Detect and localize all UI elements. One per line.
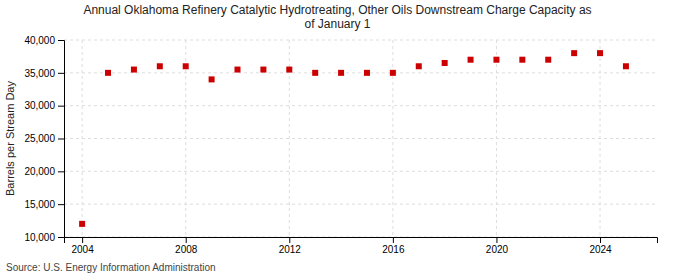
- tick: 25,000: [24, 133, 64, 144]
- point: [442, 60, 448, 66]
- point: [312, 70, 318, 76]
- tick-label: 2008: [175, 244, 198, 255]
- tick-label: 2016: [382, 244, 405, 255]
- tick-label: 25,000: [24, 133, 55, 144]
- point: [234, 67, 240, 73]
- grid: [64, 40, 657, 237]
- tick: 2016: [382, 237, 405, 255]
- title-line: Annual Oklahoma Refinery Catalytic Hydro…: [83, 3, 591, 17]
- point: [209, 76, 215, 82]
- tick-mark: [600, 237, 601, 243]
- grid-line: [64, 171, 657, 172]
- plot-area: 2004 2008 2012 2016 2020 2024 10,000 15,000 20,0…: [24, 35, 657, 255]
- grid-line: [64, 138, 657, 139]
- tick-mark: [58, 204, 64, 205]
- tick: 2012: [279, 237, 302, 255]
- point: [105, 70, 111, 76]
- tick: 2020: [486, 237, 509, 255]
- axis-line: [65, 238, 658, 244]
- tick-label: 2020: [486, 244, 509, 255]
- tick-label: 10,000: [24, 232, 55, 243]
- source: Source: U.S. Energy Information Administ…: [6, 262, 216, 273]
- tick: 40,000: [24, 35, 64, 46]
- point: [623, 63, 629, 69]
- tick-label: 2024: [589, 244, 612, 255]
- point: [131, 67, 137, 73]
- point: [338, 70, 344, 76]
- tick-label: 2012: [279, 244, 302, 255]
- tick-mark: [496, 237, 497, 243]
- x-axis: 2004 2008 2012 2016 2020 2024: [65, 237, 658, 255]
- point: [468, 57, 474, 63]
- point: [260, 67, 266, 73]
- tick-mark: [58, 139, 64, 140]
- tick: 20,000: [24, 166, 64, 177]
- point: [416, 63, 422, 69]
- grid-line: [64, 204, 657, 205]
- title-line: of January 1: [304, 17, 370, 31]
- axis-line: [58, 41, 65, 238]
- tick-mark: [82, 237, 83, 243]
- y-axis-title: Barrels per Stream Day: [4, 81, 16, 196]
- tick-label: 15,000: [24, 199, 55, 210]
- tick-mark: [58, 40, 64, 41]
- title: Annual Oklahoma Refinery Catalytic Hydro…: [83, 3, 591, 31]
- grid-line: [64, 40, 657, 41]
- tick-label: 35,000: [24, 68, 55, 79]
- tick-mark: [58, 73, 64, 74]
- point: [157, 63, 163, 69]
- point: [493, 57, 499, 63]
- tick-mark: [393, 237, 394, 243]
- grid-line: [392, 40, 393, 237]
- point: [597, 50, 603, 56]
- point: [286, 67, 292, 73]
- tick: 2004: [72, 237, 95, 255]
- tick-label: 2004: [72, 244, 95, 255]
- tick: 35,000: [24, 68, 64, 79]
- tick: 10,000: [24, 232, 64, 243]
- grid-line: [600, 40, 601, 237]
- tick-label: 20,000: [24, 166, 55, 177]
- grid-line: [64, 105, 657, 106]
- point: [519, 57, 525, 63]
- points: [79, 50, 629, 227]
- tick: 2008: [175, 237, 198, 255]
- point: [79, 221, 85, 227]
- point: [183, 63, 189, 69]
- tick-label: 40,000: [24, 35, 55, 46]
- point: [390, 70, 396, 76]
- tick-mark: [58, 171, 64, 172]
- tick: 15,000: [24, 199, 64, 210]
- tick: 2024: [589, 237, 612, 255]
- grid-line: [496, 40, 497, 237]
- point: [364, 70, 370, 76]
- point: [571, 50, 577, 56]
- tick-mark: [186, 237, 187, 243]
- tick-mark: [58, 237, 64, 238]
- chart: 2004 2008 2012 2016 2020 2024 10,000 15,000 20,0…: [0, 0, 675, 275]
- tick: 30,000: [24, 100, 64, 111]
- tick-label: 30,000: [24, 100, 55, 111]
- y-axis: 10,000 15,000 20,000 25,000 30,000 35,000 40,0…: [24, 35, 64, 243]
- grid-line: [64, 72, 657, 73]
- point: [545, 57, 551, 63]
- grid-line: [82, 40, 83, 237]
- grid-line: [185, 40, 186, 237]
- tick-mark: [289, 237, 290, 243]
- tick-mark: [58, 106, 64, 107]
